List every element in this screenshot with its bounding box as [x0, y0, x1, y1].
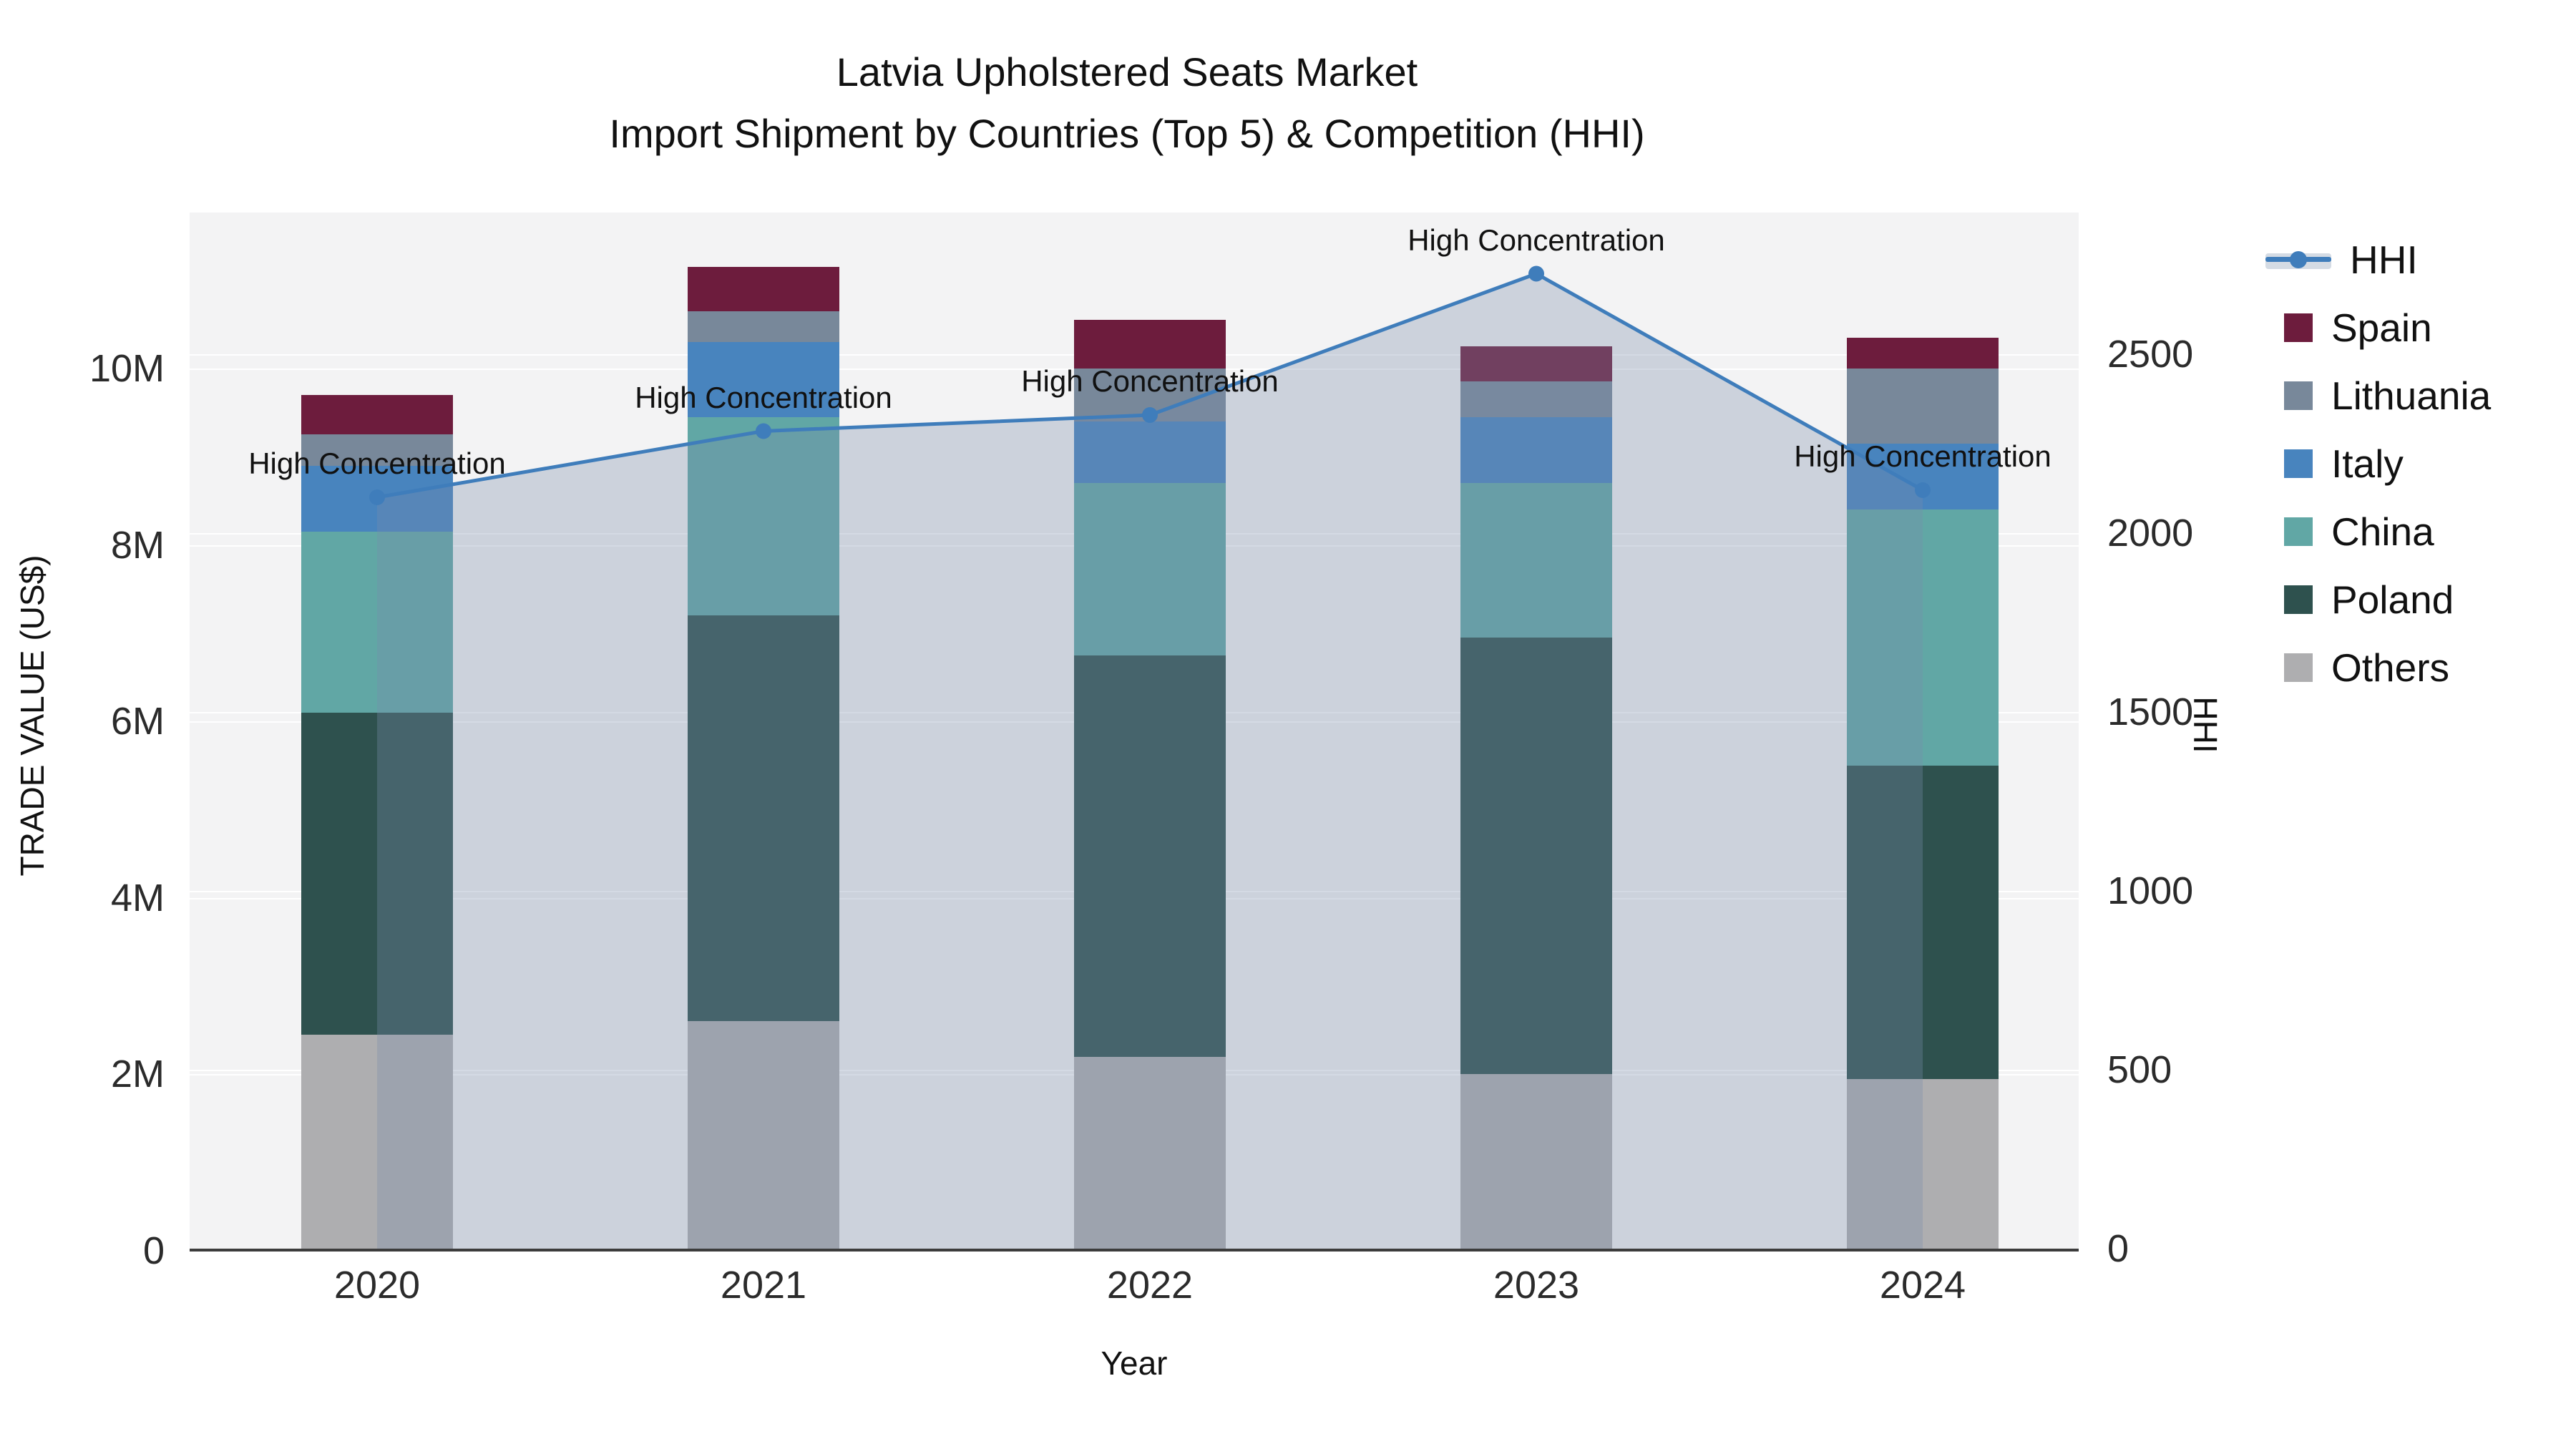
hhi-marker-2021 [756, 423, 771, 439]
annotation-high-concentration-2021: High Concentration [635, 380, 892, 414]
bar-segment-2022-china [1074, 483, 1226, 655]
left-tick-8M: 8M [110, 523, 165, 567]
left-tick-10M: 10M [89, 347, 165, 390]
bar-segment-2020-spain [301, 394, 453, 435]
legend-hhi-marker-sample [2290, 251, 2307, 268]
hhi-area-fill [377, 273, 1923, 1249]
bar-segment-2023-poland [1460, 638, 1612, 1075]
bar-segment-2022-others [1074, 1056, 1226, 1251]
x-tick-2021: 2021 [720, 1264, 807, 1307]
bar-segment-2023-spain [1460, 346, 1612, 382]
bar-segment-2021-lithuania [688, 311, 839, 342]
left-tick-2M: 2M [110, 1053, 165, 1096]
legend-label-spain: Spain [2331, 306, 2432, 350]
chart-title-line1: Latvia Upholstered Seats Market [836, 49, 1418, 94]
annotation-high-concentration-2024: High Concentration [1794, 439, 2051, 473]
x-axis-title: Year [1101, 1345, 1168, 1382]
left-tick-6M: 6M [110, 700, 165, 743]
bar-segment-2023-italy [1460, 416, 1612, 484]
chart-title: Latvia Upholstered Seats Market Import S… [0, 42, 2254, 165]
hhi-marker-2020 [369, 489, 385, 505]
legend-item-lithuania[interactable]: Lithuania [2261, 372, 2491, 419]
bar-segment-2022-poland [1074, 655, 1226, 1057]
legend-item-spain[interactable]: Spain [2261, 304, 2432, 351]
bar-segment-2020-others [301, 1034, 453, 1251]
chart-title-line2: Import Shipment by Countries (Top 5) & C… [609, 111, 1645, 156]
legend-swatch-poland [2284, 585, 2313, 614]
right-axis-title: HHI [2187, 696, 2224, 753]
right-tick-2500: 2500 [2107, 333, 2194, 376]
bar-segment-2023-china [1460, 483, 1612, 638]
bar-segment-2021-italy [688, 342, 839, 417]
legend-label-poland: Poland [2331, 577, 2454, 622]
bar-segment-2020-china [301, 532, 453, 713]
bar-segment-2020-poland [301, 712, 453, 1035]
legend-hhi-line-swatch [2265, 245, 2331, 274]
legend-label-italy: Italy [2331, 441, 2404, 486]
legend-label-lithuania: Lithuania [2331, 374, 2492, 418]
legend-swatch-lithuania [2284, 381, 2313, 410]
legend-item-others[interactable]: Others [2261, 644, 2449, 691]
legend-item-poland[interactable]: Poland [2261, 576, 2454, 623]
bar-segment-2024-china [1847, 509, 1999, 766]
bar-segment-2021-spain [688, 267, 839, 311]
legend-item-italy[interactable]: Italy [2261, 440, 2404, 487]
bar-segment-2024-lithuania [1847, 369, 1999, 444]
x-tick-2022: 2022 [1106, 1264, 1194, 1307]
legend-label-hhi: HHI [2350, 238, 2418, 282]
left-tick-0: 0 [142, 1229, 165, 1272]
bar-segment-2023-lithuania [1460, 381, 1612, 417]
hhi-marker-2022 [1142, 407, 1158, 423]
bar-segment-2021-poland [688, 615, 839, 1022]
hhi-marker-2024 [1915, 482, 1931, 498]
left-tick-4M: 4M [110, 876, 165, 919]
bar-segment-2022-spain [1074, 320, 1226, 369]
annotation-high-concentration-2023: High Concentration [1407, 223, 1665, 257]
right-tick-0: 0 [2107, 1227, 2129, 1270]
legend-label-others: Others [2331, 645, 2450, 690]
bar-segment-2024-italy [1847, 443, 1999, 510]
legend-swatch-spain [2284, 313, 2313, 342]
bar-segment-2024-others [1847, 1078, 1999, 1251]
bar-segment-2023-others [1460, 1074, 1612, 1251]
right-tick-1500: 1500 [2107, 691, 2194, 733]
annotation-high-concentration-2022: High Concentration [1021, 364, 1279, 398]
legend-swatch-others [2284, 653, 2313, 682]
legend-label-china: China [2331, 509, 2434, 554]
right-tick-1000: 1000 [2107, 869, 2194, 912]
x-tick-2024: 2024 [1879, 1264, 1966, 1307]
x-axis-line [190, 1249, 2079, 1252]
legend-item-hhi[interactable]: HHI [2261, 236, 2418, 283]
bar-segment-2021-china [688, 416, 839, 616]
bar-segment-2020-lithuania [301, 434, 453, 466]
hhi-marker-2023 [1528, 265, 1544, 282]
x-tick-2020: 2020 [333, 1264, 421, 1307]
legend-item-china[interactable]: China [2261, 508, 2434, 555]
right-tick-2000: 2000 [2107, 512, 2194, 555]
bar-segment-2021-others [688, 1021, 839, 1251]
x-tick-2023: 2023 [1493, 1264, 1580, 1307]
annotation-high-concentration-2020: High Concentration [248, 447, 506, 480]
legend-swatch-china [2284, 517, 2313, 546]
bar-segment-2024-poland [1847, 765, 1999, 1079]
legend-swatch-italy [2284, 449, 2313, 478]
bar-segment-2022-italy [1074, 421, 1226, 484]
left-axis-title: TRADE VALUE (US$) [14, 555, 51, 877]
bar-segment-2024-spain [1847, 337, 1999, 369]
right-tick-500: 500 [2107, 1048, 2172, 1091]
